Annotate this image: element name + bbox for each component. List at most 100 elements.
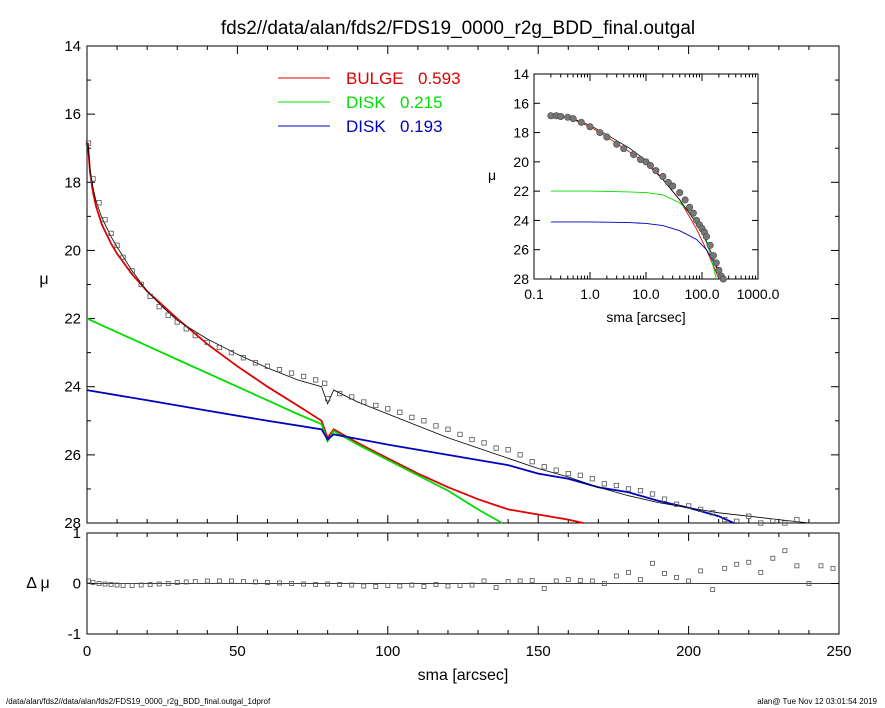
- inset-frame: [533, 73, 759, 280]
- residual-point: [156, 581, 162, 587]
- main-data-point: [165, 312, 171, 318]
- main-data-point: [493, 445, 499, 451]
- main-data-point: [794, 516, 800, 523]
- main-y-tick-label: 26: [64, 447, 81, 464]
- main-data-point: [565, 470, 571, 477]
- residual-point: [216, 578, 222, 584]
- main-panel: 14 16 18 20 22 24 26 28 μ BULGE 0.593 DISK 0.215 DI…: [39, 38, 840, 532]
- residual-point: [505, 579, 511, 584]
- main-data-point: [288, 370, 295, 376]
- residual-point: [108, 582, 114, 587]
- main-data-point: [397, 409, 403, 415]
- residual-y-tick-label: 0: [73, 576, 81, 593]
- legend-label: BULGE: [346, 69, 404, 88]
- inset-y-ticks: 14 16 18 20 22 24 26 28: [513, 66, 758, 287]
- residual-point: [289, 581, 294, 586]
- residual-point: [674, 575, 679, 580]
- inset-data-point: [620, 145, 628, 153]
- main-y-ticks: 14 16 18 20 22 24 26 28: [64, 38, 839, 532]
- inset-y-label: μ: [488, 167, 496, 183]
- residual-point: [114, 582, 120, 588]
- main-data-point: [102, 217, 108, 223]
- inset-data-point: [646, 162, 654, 170]
- main-data-point: [433, 423, 439, 429]
- residual-x-tick-label: 0: [83, 643, 91, 660]
- main-data-point: [661, 496, 668, 502]
- residual-point: [174, 580, 180, 585]
- main-data-point: [673, 501, 680, 507]
- residual-point: [770, 555, 776, 561]
- residual-point: [638, 577, 643, 582]
- residual-point: [457, 583, 463, 588]
- inset-y-tick-label: 26: [513, 242, 529, 258]
- inset-x-tick-label: 100.0: [684, 286, 719, 302]
- residual-x-tick-label: 150: [526, 643, 551, 660]
- inset-data-point: [709, 252, 717, 260]
- footer-timestamp: alan@ Tue Nov 12 03:01:54 2019: [757, 697, 877, 706]
- inset-y-tick-label: 20: [513, 154, 529, 170]
- residual-point: [541, 586, 547, 591]
- residual-point: [86, 578, 91, 584]
- main-data-point: [469, 436, 475, 443]
- residual-point: [265, 580, 270, 585]
- main-data-point: [108, 230, 114, 236]
- residual-point: [818, 563, 824, 569]
- residual-point: [337, 582, 343, 587]
- main-data-point: [174, 319, 180, 325]
- main-data-point: [228, 350, 234, 356]
- residual-point: [373, 584, 379, 589]
- residual-point: [794, 563, 800, 569]
- main-data-point: [156, 304, 162, 310]
- inset-series: [547, 112, 727, 283]
- main-data-point: [240, 355, 247, 361]
- residual-point: [493, 585, 499, 590]
- residual-point: [806, 581, 812, 586]
- residual-point: [577, 578, 583, 583]
- main-data-point: [147, 293, 153, 300]
- residual-point: [758, 569, 764, 575]
- inset-data-point: [686, 203, 694, 211]
- residual-point: [183, 579, 189, 585]
- residual-point: [746, 559, 752, 565]
- residual-point: [433, 582, 439, 587]
- inset-data-point: [669, 182, 677, 190]
- main-data-point: [216, 344, 222, 351]
- inset-data-point: [557, 112, 565, 120]
- main-data-point: [770, 518, 776, 524]
- residual-x-ticks: 0 50 100 150 200 250: [83, 533, 852, 660]
- main-data-point: [252, 360, 259, 366]
- residual-x-tick-label: 250: [826, 643, 851, 660]
- main-data-point: [553, 467, 559, 473]
- main-data-point: [90, 176, 96, 182]
- inset-x-tick-label: 10.0: [632, 286, 659, 302]
- main-data-point: [722, 516, 728, 523]
- inset-data-point: [652, 167, 660, 175]
- residual-point: [421, 584, 427, 589]
- residual-point: [120, 583, 126, 588]
- inset-data-point: [613, 140, 621, 148]
- residual-point: [90, 580, 96, 585]
- residual-x-tick-label: 100: [375, 643, 400, 660]
- main-data-point: [517, 452, 523, 458]
- main-data-point: [601, 481, 607, 487]
- main-data-point: [300, 373, 307, 380]
- chart-title: fds2//data/alan/fds2/FDS19_0000_r2g_BDD_…: [221, 18, 695, 39]
- residual-point: [722, 565, 728, 571]
- residual-point: [165, 581, 171, 586]
- inset-data-point: [676, 189, 684, 197]
- main-data-point: [529, 459, 535, 465]
- main-data-point: [758, 520, 764, 526]
- main-data-point: [445, 426, 451, 432]
- residual-y-tick-label: 1: [73, 525, 81, 542]
- inset-data-point: [659, 173, 667, 181]
- residual-point: [445, 583, 451, 589]
- main-data-point: [264, 363, 271, 369]
- legend-value: 0.215: [400, 93, 443, 112]
- main-y-tick-label: 24: [64, 379, 81, 396]
- main-data-point: [613, 482, 620, 489]
- main-data-point: [114, 242, 120, 248]
- inset-y-tick-label: 22: [513, 183, 529, 199]
- residual-y-label: Δ μ: [26, 575, 49, 592]
- main-y-tick-label: 22: [64, 311, 81, 328]
